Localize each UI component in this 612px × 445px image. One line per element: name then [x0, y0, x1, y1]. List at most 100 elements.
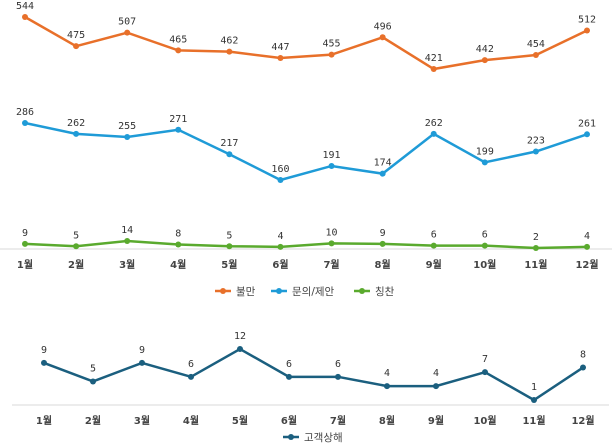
x-tick-label-2: 3월	[119, 259, 135, 271]
data-label-b0-10: 1	[531, 382, 537, 393]
data-point-1-10	[532, 148, 539, 155]
data-label-2-3: 8	[175, 229, 181, 240]
data-point-0-1	[73, 43, 80, 50]
data-label-b0-5: 6	[286, 359, 292, 370]
data-point-0-10	[532, 52, 539, 59]
data-label-2-7: 9	[380, 228, 386, 239]
data-point-2-4	[226, 243, 233, 250]
x-tick-label-b3: 4월	[183, 415, 199, 427]
data-label-1-9: 199	[476, 146, 494, 157]
data-point-0-3	[175, 47, 182, 54]
series-line-2	[24, 239, 588, 250]
data-label-1-5: 160	[271, 164, 289, 175]
data-point-2-7	[379, 240, 386, 247]
data-point-0-9	[481, 57, 488, 64]
data-point-1-0	[22, 120, 28, 126]
data-label-1-6: 191	[323, 150, 341, 161]
data-point-0-8	[430, 66, 437, 72]
data-point-2-10	[532, 245, 539, 251]
data-label-b0-7: 4	[384, 368, 390, 379]
data-point-0-2	[124, 29, 131, 36]
data-point-1-9	[481, 159, 488, 166]
data-label-1-8: 262	[425, 118, 443, 129]
x-tick-label-b10: 11월	[522, 415, 545, 427]
data-label-0-1: 475	[67, 30, 85, 41]
data-label-0-10: 454	[527, 39, 545, 50]
data-point-2-8	[430, 242, 437, 249]
data-label-1-3: 271	[169, 114, 187, 125]
data-point-b0-1	[90, 378, 96, 385]
x-tick-label-b7: 8월	[379, 415, 395, 427]
x-tick-label-9: 10월	[473, 259, 496, 271]
x-tick-label-6: 7월	[323, 259, 339, 271]
data-point-b0-8	[433, 383, 439, 390]
data-label-0-8: 421	[425, 53, 443, 64]
x-tick-label-5: 6월	[272, 259, 288, 271]
data-point-2-5	[277, 243, 284, 250]
data-point-b0-6	[335, 373, 341, 380]
x-tick-label-b6: 7월	[330, 415, 346, 427]
data-point-0-7	[379, 34, 386, 41]
x-tick-label-1: 2월	[68, 259, 84, 271]
data-label-b0-8: 4	[433, 368, 439, 379]
legend-label-b0: 고객상해	[304, 431, 343, 444]
data-point-2-3	[175, 241, 182, 248]
data-label-1-11: 261	[578, 118, 596, 129]
data-point-b0-9	[482, 369, 488, 376]
x-tick-label-10: 11월	[524, 259, 547, 271]
data-point-1-4	[226, 151, 233, 158]
x-tick-label-8: 9월	[426, 259, 442, 271]
data-label-b0-3: 6	[188, 359, 194, 370]
data-label-1-4: 217	[220, 138, 238, 149]
data-label-0-6: 455	[323, 39, 341, 50]
x-tick-label-b1: 2월	[85, 415, 101, 427]
legend-label-2: 칭찬	[375, 286, 395, 298]
legend-label-0: 불만	[236, 286, 256, 298]
chart-bottom: 9 5 9 6 12 6 6 4 4 7 1 8 1월 2월 3월 4월 5월 6월 7월 8월 9월 10월 11월 12월…	[12, 331, 609, 444]
x-tick-label-4: 5월	[221, 259, 237, 271]
x-tick-label-b11: 12월	[571, 415, 594, 427]
data-point-1-6	[328, 162, 335, 169]
data-label-2-0: 9	[22, 228, 28, 239]
legend-marker-0	[220, 288, 226, 294]
data-label-2-9: 6	[482, 230, 488, 241]
data-point-2-11	[584, 243, 590, 250]
data-label-b0-6: 6	[335, 359, 341, 370]
data-point-1-11	[584, 131, 590, 138]
data-label-0-9: 442	[476, 44, 494, 55]
data-point-1-3	[175, 126, 182, 133]
data-point-1-2	[124, 134, 131, 141]
data-point-1-8	[430, 130, 437, 137]
data-label-2-2: 14	[121, 225, 133, 236]
data-label-2-4: 5	[226, 230, 232, 241]
data-label-b0-1: 5	[90, 363, 96, 374]
legend-marker-2	[359, 288, 365, 294]
data-label-b0-2: 9	[139, 345, 145, 356]
data-point-1-1	[73, 130, 80, 137]
data-label-2-10: 2	[533, 232, 539, 243]
x-tick-label-3: 4월	[170, 259, 186, 271]
series-line-1	[24, 121, 588, 182]
series-line-0	[24, 15, 588, 71]
data-label-1-2: 255	[118, 121, 136, 132]
data-point-b0-4	[237, 346, 243, 352]
data-label-b0-9: 7	[482, 354, 488, 365]
data-label-2-5: 4	[277, 231, 283, 242]
x-tick-label-11: 12월	[575, 259, 598, 271]
series-line-b0	[43, 347, 584, 402]
data-point-b0-5	[286, 373, 292, 380]
x-tick-label-b5: 6월	[281, 415, 297, 427]
data-label-2-8: 6	[431, 230, 437, 241]
data-label-0-2: 507	[118, 17, 136, 28]
data-point-b0-11	[580, 364, 586, 371]
x-tick-label-b8: 9월	[428, 415, 444, 427]
data-point-b0-0	[41, 359, 47, 366]
data-point-0-5	[277, 55, 284, 62]
x-tick-label-b9: 10월	[473, 415, 496, 427]
data-label-0-0: 544	[16, 1, 34, 12]
data-label-0-7: 496	[374, 21, 392, 32]
data-label-0-11: 512	[578, 15, 596, 26]
data-point-0-0	[22, 14, 28, 20]
data-label-b0-4: 12	[234, 331, 246, 342]
